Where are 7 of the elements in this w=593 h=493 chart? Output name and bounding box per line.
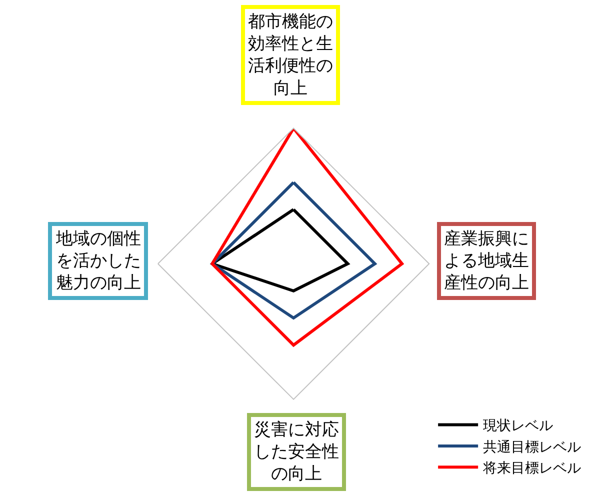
spoke-label: 地域の個性を活かした魅力の向上 [55,229,141,294]
legend-label: 将来目標レベル [482,460,582,477]
spoke-label: 都市機能の効率性と生活利便性の向上 [248,12,333,98]
legend-label: 共通目標レベル [483,439,582,456]
spoke-label: 災害に対応した安全性の向上 [254,420,339,484]
legend-label: 現状レベル [483,418,554,434]
spoke-label: 産業振興による地域生産性の向上 [444,229,529,294]
